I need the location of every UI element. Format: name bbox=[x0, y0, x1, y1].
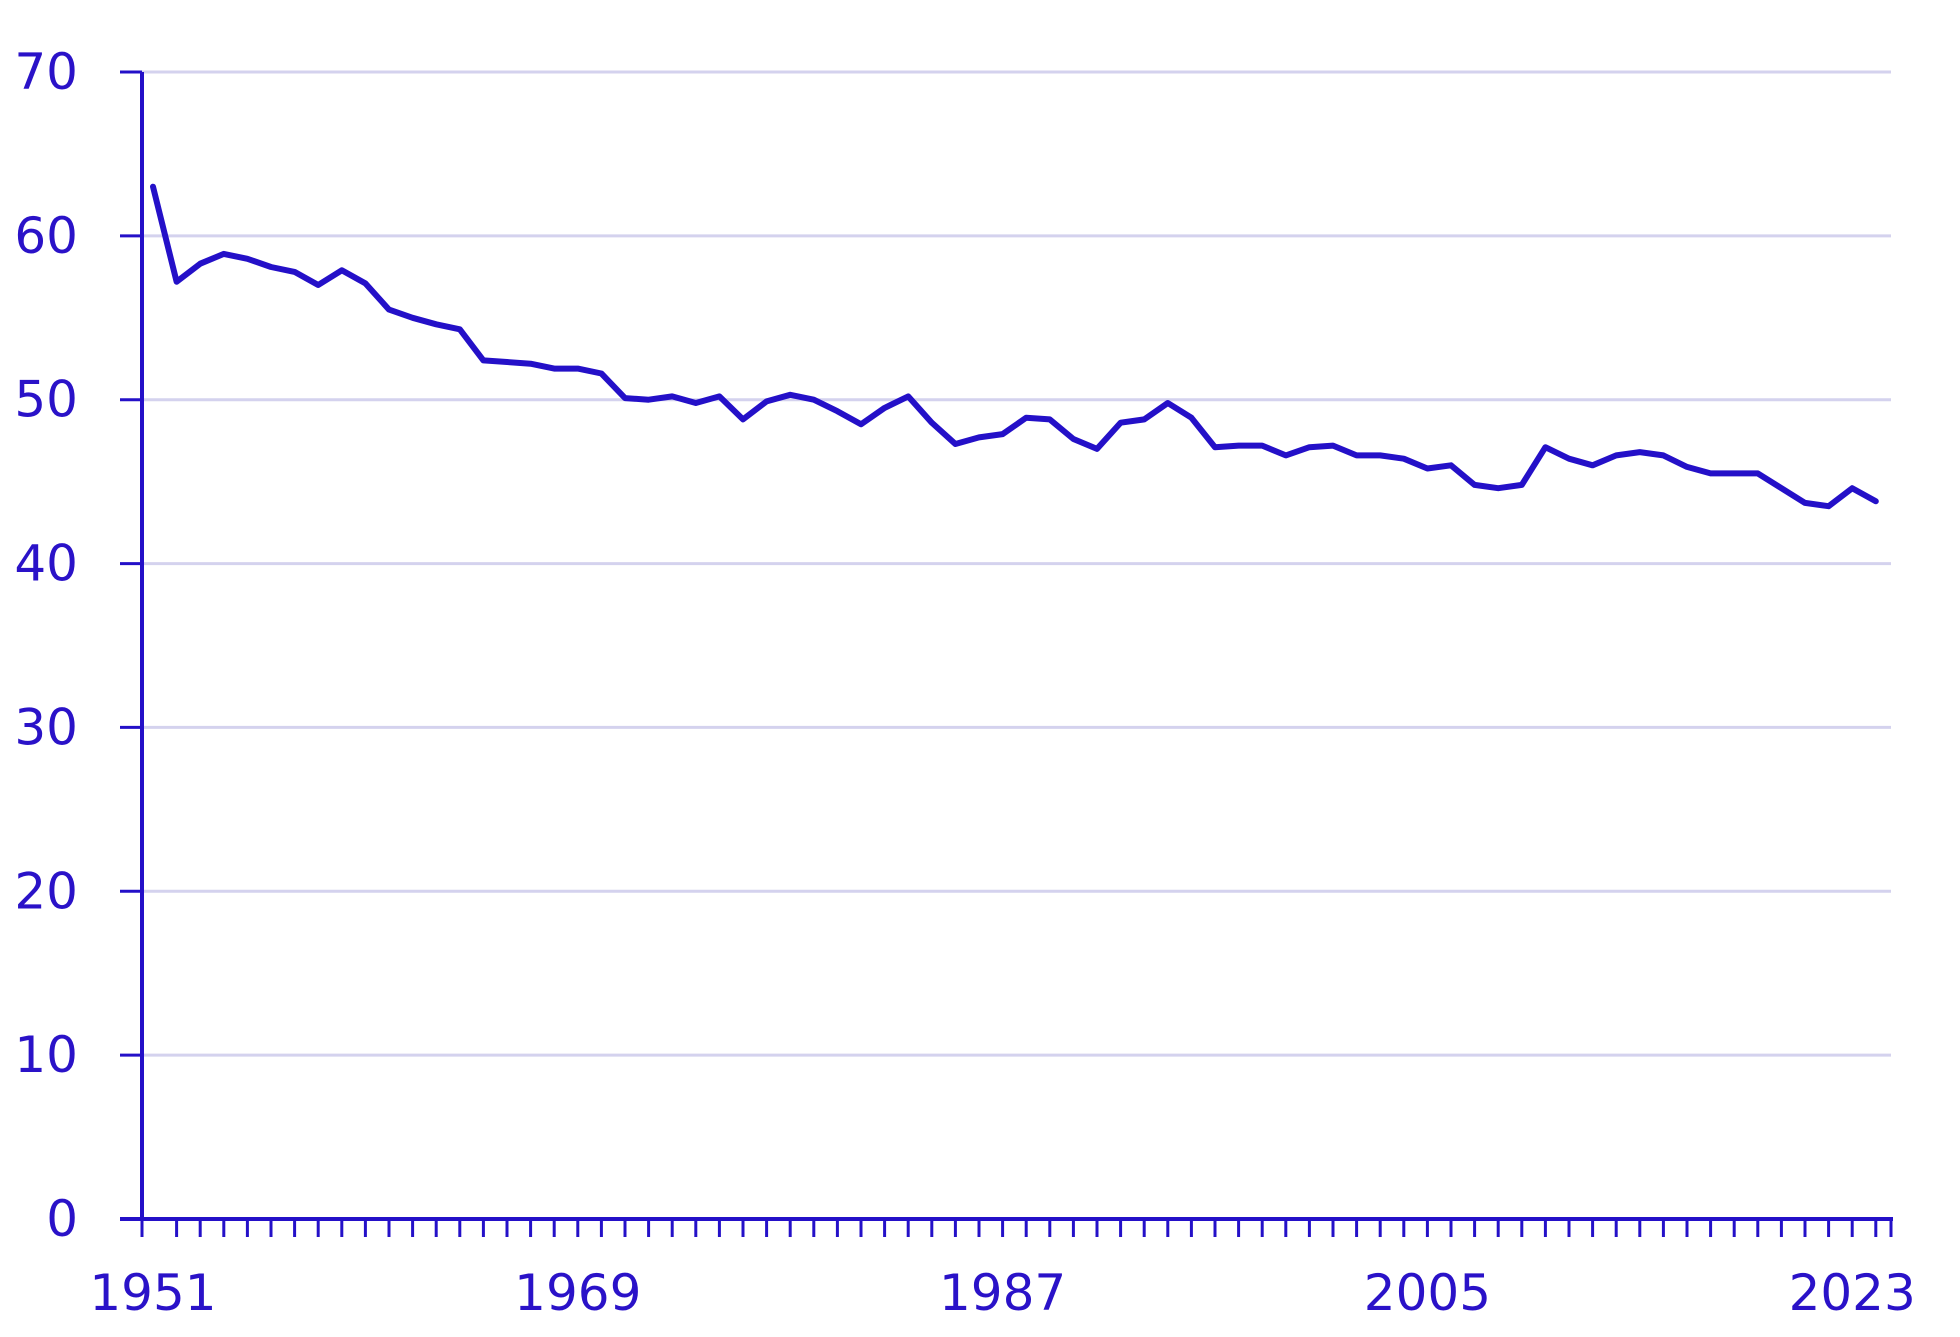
y-tick-label: 10 bbox=[14, 1026, 78, 1084]
gridlines bbox=[142, 70, 1891, 1057]
series-layer bbox=[150, 183, 1879, 510]
series-line-0 bbox=[150, 183, 1879, 510]
y-tick-label: 40 bbox=[14, 535, 78, 593]
x-tick-label: 2023 bbox=[1789, 1264, 1916, 1322]
x-axis-labels: 1951 1969 1987 2005 2023 bbox=[89, 1264, 1915, 1322]
x-tick-label: 1951 bbox=[89, 1264, 216, 1322]
y-tick-label: 0 bbox=[46, 1190, 78, 1248]
y-axis-ticks bbox=[120, 70, 142, 1221]
x-tick-label: 1969 bbox=[514, 1264, 641, 1322]
x-tick-label: 2005 bbox=[1364, 1264, 1491, 1322]
y-tick-label: 60 bbox=[14, 207, 78, 265]
y-tick-label: 30 bbox=[14, 698, 78, 756]
y-tick-label: 20 bbox=[14, 862, 78, 920]
x-tick-label: 1987 bbox=[939, 1264, 1066, 1322]
x-axis-ticks bbox=[140, 1219, 1893, 1237]
y-tick-label: 70 bbox=[14, 43, 78, 101]
y-tick-label: 50 bbox=[14, 371, 78, 429]
y-axis-labels: 0 10 20 30 40 50 60 70 bbox=[14, 43, 78, 1248]
